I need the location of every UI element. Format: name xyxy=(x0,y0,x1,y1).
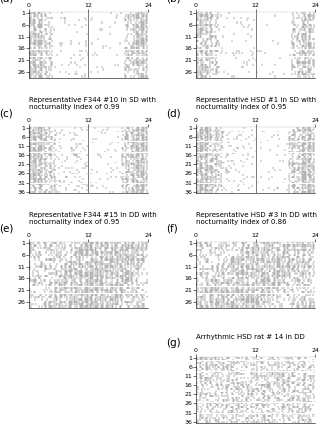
Text: (d): (d) xyxy=(166,109,181,118)
Text: (b): (b) xyxy=(166,0,181,3)
Text: Arrhythmic HSD rat # 14 in DD: Arrhythmic HSD rat # 14 in DD xyxy=(196,334,305,340)
Text: Representative F344 #10 in SD with
nocturnality index of 0.99: Representative F344 #10 in SD with noctu… xyxy=(29,97,156,110)
Text: (f): (f) xyxy=(166,224,178,233)
Text: Representative HSD #3 in DD with
nocturnality index of 0.86: Representative HSD #3 in DD with nocturn… xyxy=(196,212,317,225)
Text: (g): (g) xyxy=(166,339,181,348)
Text: (e): (e) xyxy=(0,224,13,233)
Text: (a): (a) xyxy=(0,0,13,3)
Text: Representative F344 #15 in DD with
nocturnality index of 0.95: Representative F344 #15 in DD with noctu… xyxy=(29,212,156,225)
Text: (c): (c) xyxy=(0,109,13,118)
Text: Representative HSD #1 in SD with
nocturnality index of 0.95: Representative HSD #1 in SD with nocturn… xyxy=(196,97,316,110)
